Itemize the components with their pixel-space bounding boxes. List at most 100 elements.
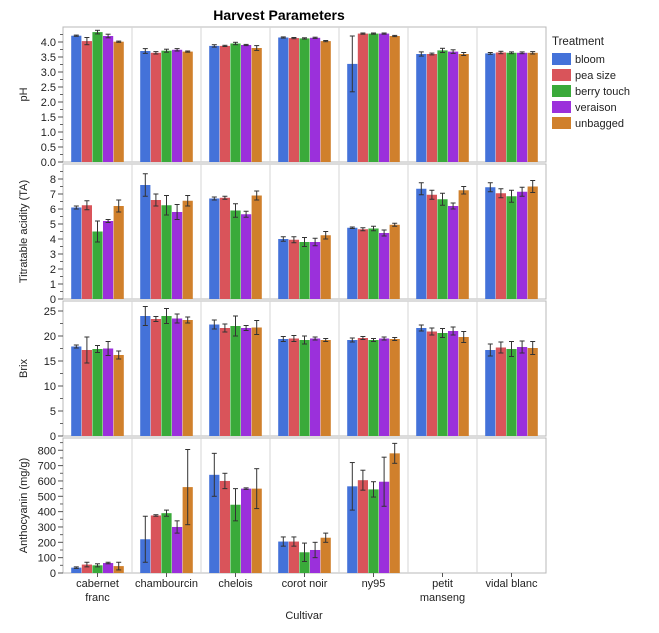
bar bbox=[437, 199, 448, 299]
series-bloom bbox=[71, 173, 496, 299]
bar bbox=[448, 51, 459, 162]
bar bbox=[209, 198, 220, 299]
bar bbox=[92, 231, 103, 299]
y-tick-label: 0.5 bbox=[41, 142, 56, 154]
bar bbox=[140, 316, 151, 436]
series-veraison bbox=[103, 32, 528, 162]
bar bbox=[251, 327, 262, 436]
bar bbox=[527, 348, 538, 436]
legend-swatch bbox=[552, 117, 571, 129]
bar bbox=[241, 328, 252, 436]
bar bbox=[299, 340, 310, 436]
legend-swatch bbox=[552, 101, 571, 113]
x-axis-title: Cultivar bbox=[285, 610, 323, 622]
bar bbox=[103, 563, 114, 573]
bar bbox=[230, 326, 241, 436]
x-tick-label: manseng bbox=[420, 592, 465, 604]
x-tick-label: ny95 bbox=[362, 578, 386, 590]
y-tick-label: 20 bbox=[44, 331, 56, 343]
legend-title: Treatment bbox=[552, 36, 605, 48]
bar bbox=[448, 206, 459, 299]
y-tick-label: 1 bbox=[50, 279, 56, 291]
bar bbox=[379, 338, 390, 436]
y-tick-label: 500 bbox=[38, 491, 56, 503]
y-tick-label: 4 bbox=[50, 234, 56, 246]
bar bbox=[485, 350, 496, 436]
bar bbox=[113, 41, 124, 163]
bar bbox=[209, 474, 220, 573]
y-tick-label: 800 bbox=[38, 445, 56, 457]
y-tick-label: 2 bbox=[50, 264, 56, 276]
bar bbox=[389, 339, 400, 436]
series-berry-touch bbox=[92, 29, 517, 163]
bar bbox=[379, 481, 390, 573]
x-tick-label: chelois bbox=[218, 578, 253, 590]
x-tick-label: cabernet bbox=[76, 578, 119, 590]
series-bloom bbox=[71, 34, 496, 163]
bar bbox=[103, 348, 114, 436]
legend-item-label: bloom bbox=[575, 54, 605, 66]
bar bbox=[172, 49, 183, 162]
bar bbox=[458, 54, 469, 162]
bar bbox=[299, 38, 310, 162]
y-tick-label: 10 bbox=[44, 381, 56, 393]
series-unbagged bbox=[113, 180, 538, 299]
x-axis: cabernet franc chambourcin chelois corot noi… bbox=[76, 573, 538, 604]
y-tick-label: 1.0 bbox=[41, 127, 56, 139]
bar bbox=[219, 197, 230, 299]
bar bbox=[357, 480, 368, 573]
bar bbox=[347, 63, 358, 162]
series-veraison bbox=[103, 186, 528, 299]
bar bbox=[172, 318, 183, 436]
y-tick-label: 25 bbox=[44, 306, 56, 318]
bar bbox=[357, 338, 368, 436]
y-tick-label: 0 bbox=[50, 568, 56, 580]
x-tick-label: corot noir bbox=[282, 578, 328, 590]
bar bbox=[458, 337, 469, 436]
chart-title: Harvest Parameters bbox=[213, 7, 345, 23]
y-tick-label: 300 bbox=[38, 522, 56, 534]
bar bbox=[299, 242, 310, 299]
bar bbox=[241, 214, 252, 299]
y-tick-label: 15 bbox=[44, 356, 56, 368]
bar bbox=[379, 33, 390, 162]
bar bbox=[140, 51, 151, 162]
bar bbox=[517, 52, 528, 162]
bar bbox=[161, 205, 172, 299]
series-berry-touch bbox=[92, 308, 517, 436]
series-pea-size bbox=[81, 188, 506, 299]
bar bbox=[103, 36, 114, 162]
y-tick-label: 400 bbox=[38, 507, 56, 519]
series-bloom bbox=[71, 452, 358, 573]
bar bbox=[278, 37, 289, 162]
bar bbox=[495, 52, 506, 162]
bar bbox=[81, 564, 92, 573]
y-tick-label: 2.5 bbox=[41, 82, 56, 94]
bar bbox=[368, 228, 379, 299]
bar bbox=[389, 224, 400, 299]
bar bbox=[219, 45, 230, 162]
bar bbox=[320, 41, 331, 162]
bar bbox=[81, 205, 92, 299]
bar bbox=[320, 537, 331, 573]
y-tick-label: 6 bbox=[50, 204, 56, 216]
bar bbox=[288, 541, 299, 573]
bar bbox=[495, 193, 506, 299]
bar bbox=[416, 328, 427, 436]
bar bbox=[288, 38, 299, 162]
bar bbox=[71, 567, 82, 573]
bar bbox=[389, 36, 400, 162]
series-unbagged bbox=[113, 34, 538, 163]
bar bbox=[209, 45, 220, 162]
bar bbox=[379, 233, 390, 299]
bar bbox=[506, 196, 517, 299]
bar bbox=[140, 185, 151, 299]
y-tick-label: 4.0 bbox=[41, 37, 56, 49]
panel-2: 0 1 2 3 4 5 6 7 8 Titratable acidity (TA) bbox=[18, 163, 547, 306]
series-unbagged bbox=[113, 442, 400, 573]
series-bloom bbox=[71, 306, 496, 436]
bar bbox=[71, 35, 82, 163]
y-tick-label: 100 bbox=[38, 553, 56, 565]
bar bbox=[219, 480, 230, 573]
